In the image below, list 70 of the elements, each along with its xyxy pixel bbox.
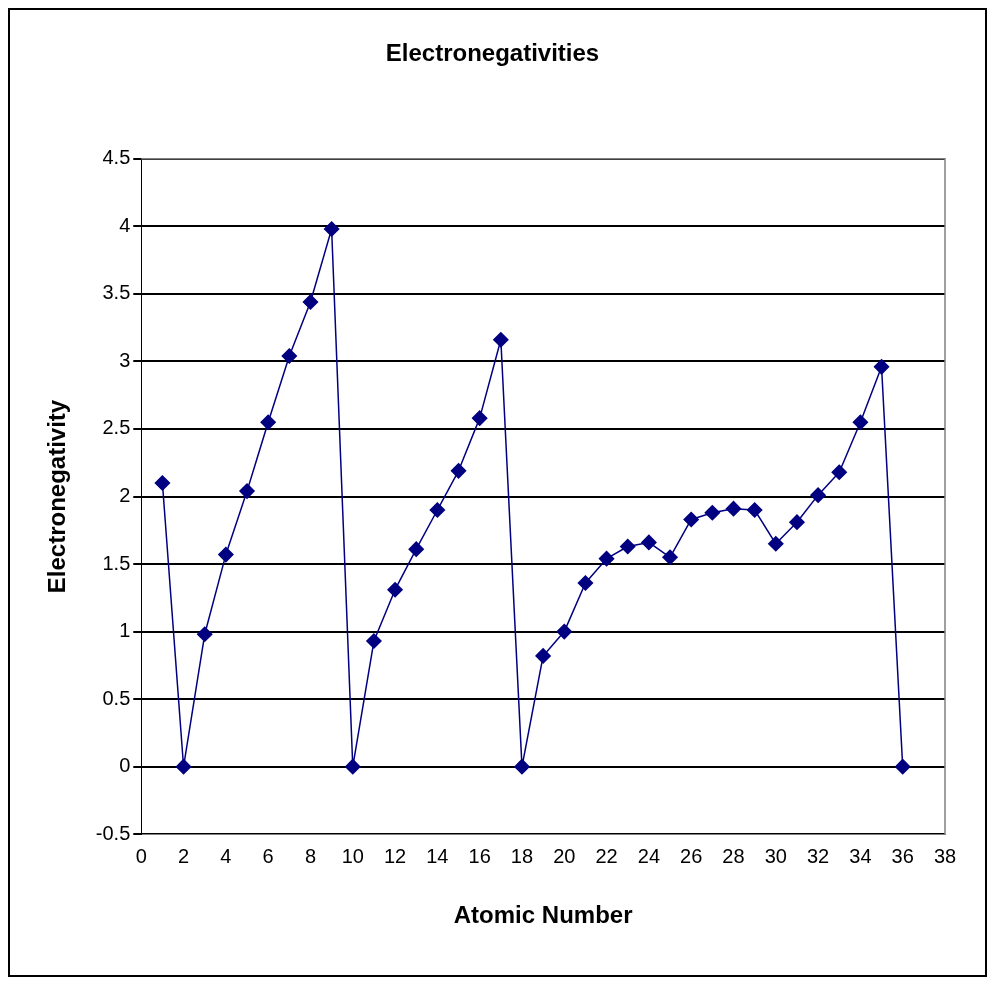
point [408, 541, 424, 557]
y-tick-label: 3.5 [102, 281, 131, 304]
point [323, 221, 340, 237]
x-tick-label: 0 [135, 844, 147, 867]
y-tick-label: 0.5 [102, 686, 131, 709]
point [387, 581, 403, 598]
point [598, 550, 615, 567]
point [260, 414, 276, 430]
y-tick-label: 2 [119, 484, 131, 507]
point [239, 483, 255, 499]
point [577, 575, 594, 591]
point [302, 294, 319, 310]
chart-title: Electronegativities [385, 39, 600, 67]
x-tick-label: 4 [220, 844, 232, 867]
point [894, 758, 911, 775]
y-axis-title: Electronegativity [43, 399, 71, 594]
x-tick-label: 36 [891, 844, 914, 867]
point [366, 633, 382, 649]
point [619, 538, 636, 555]
point [641, 534, 657, 551]
point [768, 536, 784, 552]
point [175, 758, 192, 775]
point [493, 332, 509, 348]
point [514, 758, 530, 775]
x-tick-label: 12 [383, 844, 407, 867]
point [196, 626, 213, 643]
x-tick-label: 38 [933, 844, 957, 867]
y-tick-label: 4 [119, 213, 131, 236]
x-axis-title: Atomic Number [453, 901, 633, 929]
x-tick-label: 30 [764, 844, 787, 867]
x-tick-label: 24 [637, 844, 661, 867]
x-tick-label: 20 [553, 844, 576, 867]
y-tick-label: 0 [119, 754, 131, 777]
x-tick-label: 28 [722, 844, 745, 867]
x-tick-label: 2 [178, 844, 190, 867]
x-tick-label: 14 [426, 844, 449, 867]
x-tick-label: 22 [595, 844, 618, 867]
point [683, 511, 699, 528]
y-tick-label: 4.5 [102, 146, 131, 169]
y-tick-label: 1.5 [102, 551, 131, 574]
y-tick-label: 1 [119, 619, 131, 642]
point [281, 348, 298, 364]
y-tick-label: 2.5 [102, 416, 131, 439]
point [662, 549, 678, 566]
x-tick-label: 18 [510, 844, 534, 867]
point [154, 475, 171, 491]
point [704, 504, 721, 521]
point [471, 410, 488, 426]
point [218, 546, 234, 563]
y-tick-label: -0.5 [95, 821, 131, 844]
point [789, 514, 805, 530]
x-tick-label: 10 [341, 844, 364, 867]
point [831, 464, 847, 480]
x-tick-label: 16 [468, 844, 491, 867]
y-tick-label: 3 [119, 348, 131, 371]
point [450, 463, 467, 479]
point [873, 359, 890, 375]
x-tick-label: 6 [262, 844, 274, 867]
x-tick-label: 26 [680, 844, 703, 867]
x-tick-label: 32 [806, 844, 830, 867]
point [429, 502, 446, 518]
point [746, 502, 763, 518]
x-tick-label: 8 [304, 844, 317, 867]
point [535, 648, 551, 664]
x-tick-label: 34 [849, 844, 872, 867]
point [345, 758, 361, 775]
point [556, 623, 573, 640]
point [810, 487, 826, 503]
point [852, 414, 869, 430]
point [725, 500, 742, 517]
